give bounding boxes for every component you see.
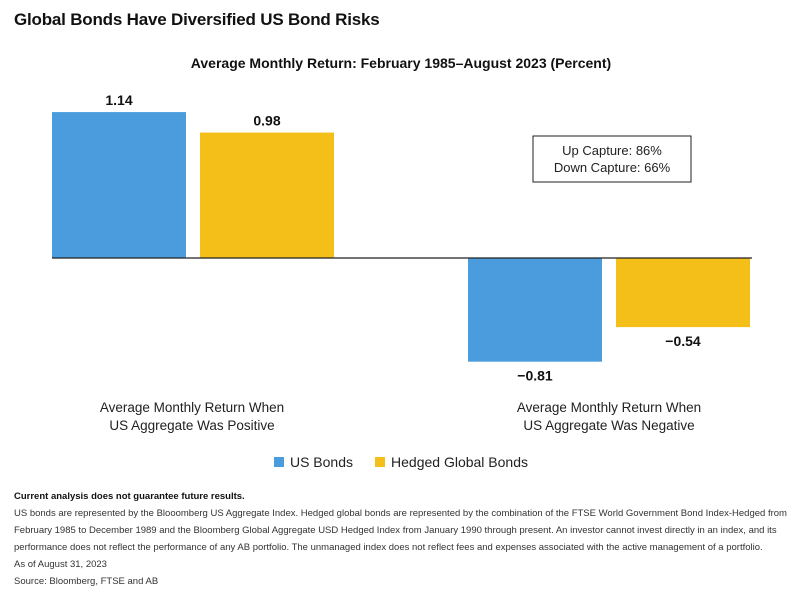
category-label: Average Monthly Return When (517, 400, 701, 415)
bar-us-bonds-0 (52, 112, 186, 258)
as-of-date: As of August 31, 2023 (14, 559, 107, 570)
source: Source: Bloomberg, FTSE and AB (14, 576, 159, 587)
category-label: US Aggregate Was Positive (109, 418, 274, 433)
capture-annotation-text: Up Capture: 86% (562, 143, 662, 158)
capture-annotation-text: Down Capture: 66% (554, 160, 671, 175)
data-label: −0.54 (665, 333, 701, 349)
capture-annotation-box (532, 135, 692, 183)
legend-label-hedged-global-bonds: Hedged Global Bonds (391, 454, 529, 470)
legend-swatch-us-bonds (273, 457, 284, 467)
bar-chart: 1.14 0.98 Average Monthly Return When US Ag… (52, 92, 752, 433)
bar-hedged-global-bonds-0 (200, 132, 334, 258)
category-label: Average Monthly Return When (100, 400, 284, 415)
description: US bonds are represented by the Blooombe… (14, 508, 787, 553)
bar-us-bonds-1 (468, 258, 602, 362)
data-label: 1.14 (105, 92, 132, 108)
legend-swatch-hedged-global-bonds (375, 457, 386, 467)
page-title: Global Bonds Have Diversified US Bond Ri… (14, 10, 380, 29)
disclaimer: Current analysis does not guarantee futu… (14, 491, 245, 502)
legend-item-hedged-global-bonds: Hedged Global Bonds (375, 454, 528, 470)
data-label: −0.81 (517, 368, 553, 384)
data-label: 0.98 (253, 113, 280, 129)
chart-title: Average Monthly Return: February 1985–Au… (190, 55, 612, 71)
legend: US Bonds Hedged Global Bonds (0, 454, 802, 470)
footnotes: Current analysis does not guarantee futu… (14, 488, 789, 590)
category-label: US Aggregate Was Negative (523, 418, 694, 433)
legend-label-us-bonds: US Bonds (289, 454, 354, 470)
bar-hedged-global-bonds-1 (616, 258, 750, 328)
legend-item-us-bonds: US Bonds (273, 454, 354, 470)
